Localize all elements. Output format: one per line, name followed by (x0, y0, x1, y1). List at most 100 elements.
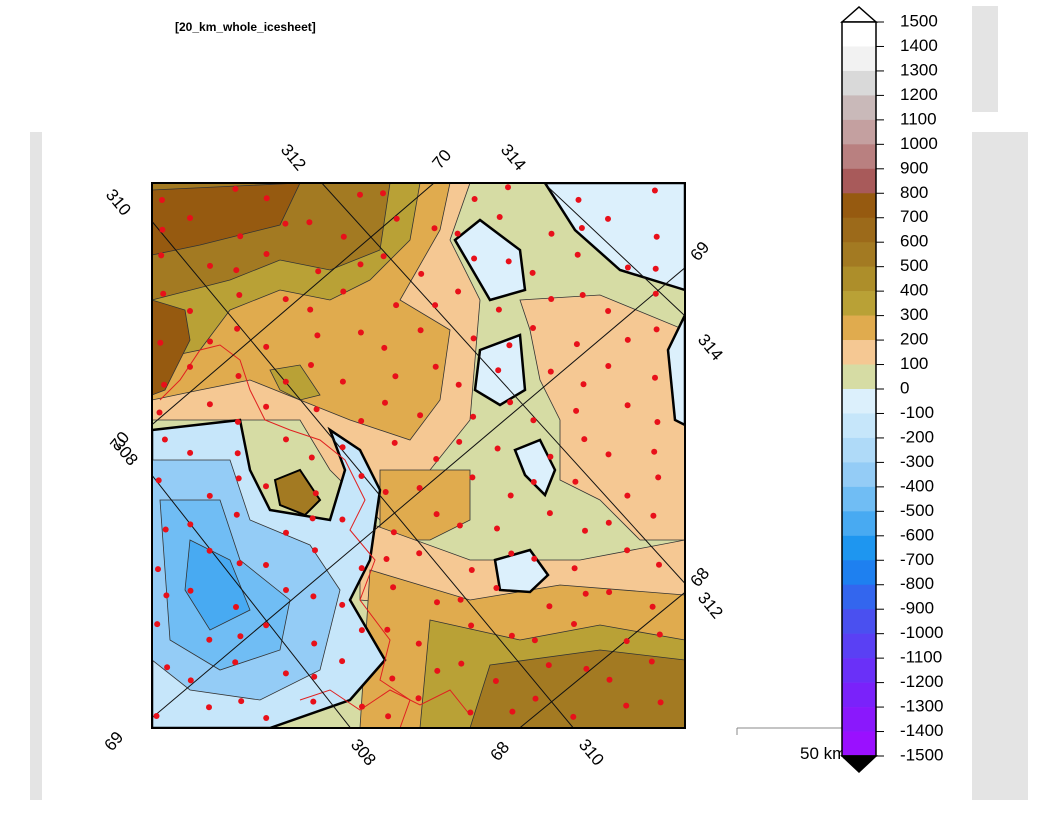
station-dot (605, 451, 612, 458)
station-dot (496, 214, 503, 220)
station-dot (312, 490, 319, 497)
station-dot (624, 264, 631, 271)
station-dot (357, 329, 364, 336)
station-dot (495, 306, 502, 313)
station-dot (308, 454, 315, 461)
scale-label: 50 km (800, 744, 846, 763)
station-dot (339, 658, 346, 665)
lon-label: 314 (497, 140, 530, 174)
station-dot (505, 258, 512, 265)
station-dot (655, 474, 662, 481)
station-dot (468, 622, 475, 629)
colorbar-label: -1300 (900, 697, 943, 716)
station-dot (605, 363, 612, 369)
station-dot (157, 339, 164, 346)
station-dot (650, 512, 657, 519)
colorbar-label: 300 (900, 305, 928, 324)
station-dot (467, 709, 474, 716)
station-dot (454, 230, 461, 237)
station-dot (315, 268, 322, 275)
meridian (543, 183, 685, 317)
station-dot (282, 220, 289, 227)
station-dot (339, 444, 346, 451)
map (152, 183, 685, 728)
station-dot (492, 678, 499, 684)
side-panel (30, 132, 42, 800)
station-dot (505, 184, 511, 191)
colorbar-label: -1200 (900, 672, 943, 691)
station-dot (237, 233, 244, 240)
station-dot (432, 363, 439, 370)
colorbar-segment (842, 437, 876, 463)
lat-label: 69 (101, 728, 128, 755)
colorbar-label: 1000 (900, 134, 938, 153)
station-dot (624, 402, 631, 409)
station-dot (575, 196, 582, 203)
colorbar-segment (842, 462, 876, 488)
coastline (159, 344, 411, 728)
meridian (152, 220, 575, 728)
station-dot (155, 566, 161, 573)
station-dot (263, 251, 270, 257)
station-dot (573, 341, 580, 348)
station-dot (580, 381, 587, 388)
colorbar-segment (842, 511, 876, 537)
station-dot (532, 695, 539, 702)
colorbar-segment (842, 389, 876, 414)
station-dot (582, 590, 589, 597)
station-dot (340, 288, 347, 295)
station-dot (187, 449, 194, 456)
colorbar-segment (842, 364, 876, 390)
station-dot (547, 453, 554, 460)
station-dot (358, 627, 365, 634)
station-dot (232, 659, 239, 666)
station-dot (471, 196, 478, 202)
station-dot (456, 522, 463, 529)
station-dot (390, 529, 397, 536)
colorbar-segment (842, 119, 876, 145)
colorbar-label: 600 (900, 232, 928, 251)
station-dot (263, 343, 270, 350)
station-dot (606, 676, 613, 683)
station-dot (263, 562, 269, 568)
station-dot (163, 592, 170, 599)
station-dot (314, 332, 321, 339)
station-dot (418, 270, 425, 277)
station-dot (458, 660, 465, 667)
station-dot (161, 436, 168, 443)
lat-label: 70 (429, 146, 456, 173)
side-panel (972, 132, 1028, 800)
meridian (321, 183, 685, 585)
station-dot (434, 667, 441, 674)
station-dot (648, 658, 655, 665)
contour (453, 218, 527, 302)
station-dot (571, 565, 578, 572)
colorbar-label: 400 (900, 281, 928, 300)
station-dot (581, 436, 588, 443)
station-dot (456, 438, 463, 445)
colorbar-segment (842, 486, 876, 512)
colorbar-segment (842, 584, 876, 610)
colorbar-segment (842, 144, 876, 170)
station-dot (309, 515, 316, 522)
station-dot (433, 456, 440, 462)
colorbar-segment (842, 707, 876, 732)
station-dot (310, 698, 317, 705)
station-dot (236, 560, 243, 567)
station-dot (582, 527, 588, 534)
colorbar-label: -800 (900, 574, 934, 593)
station-dot (311, 673, 318, 680)
map-frame (151, 182, 686, 729)
station-dot (383, 556, 390, 562)
station-dot (357, 261, 364, 268)
station-dot (652, 290, 659, 297)
station-dot (235, 373, 242, 379)
colorbar-segment (842, 193, 876, 219)
contour (666, 314, 685, 427)
station-dot (652, 374, 658, 381)
parallel (518, 591, 685, 728)
colorbar-label: -1000 (900, 623, 943, 642)
station-dot (416, 550, 423, 557)
